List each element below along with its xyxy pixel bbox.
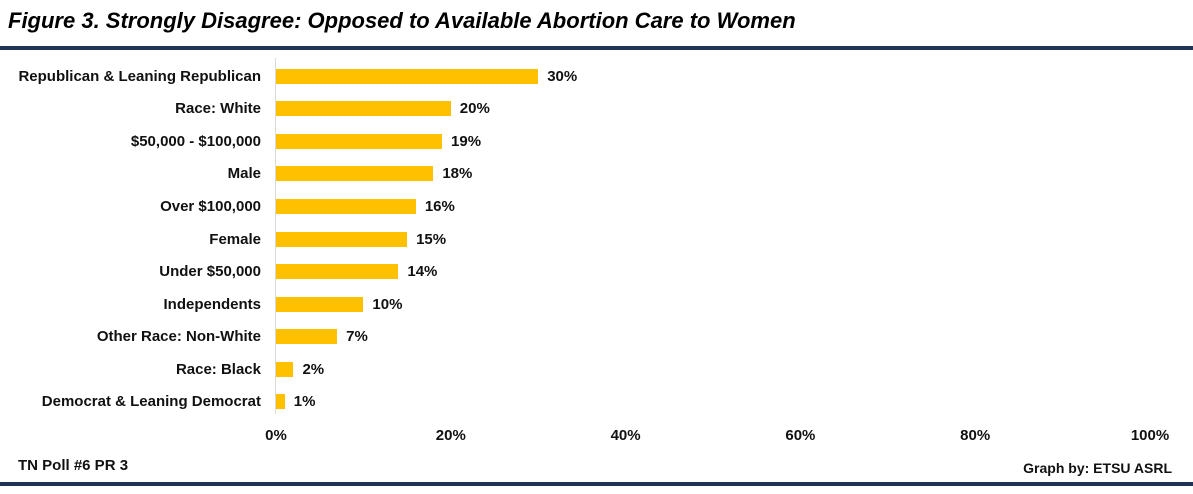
- title-underline: [0, 46, 1193, 50]
- chart-title: Figure 3. Strongly Disagree: Opposed to …: [8, 8, 796, 33]
- bar-track: 19%: [276, 125, 1193, 158]
- category-label: Democrat & Leaning Democrat: [41, 393, 261, 411]
- source-note: TN Poll #6 PR 3: [18, 457, 129, 474]
- category-label: Under $50,000: [159, 263, 261, 281]
- chart-row: Republican & Leaning Republican 30%: [0, 60, 1193, 93]
- category-label: Republican & Leaning Republican: [18, 67, 261, 85]
- category-label: $50,000 - $100,000: [130, 132, 261, 150]
- chart-rows: Republican & Leaning Republican 30% Race: …: [0, 60, 1193, 418]
- category-label: Independents: [163, 295, 261, 313]
- bar: [276, 264, 399, 280]
- data-label: 16%: [424, 197, 455, 215]
- chart-row: Race: White 20%: [0, 93, 1193, 126]
- bar-track: 14%: [276, 255, 1193, 288]
- chart-row: $50,000 - $100,000 19%: [0, 125, 1193, 158]
- data-label: 14%: [407, 263, 438, 281]
- x-axis-ticks: 0% 20% 40% 60% 80% 100%: [0, 427, 1193, 447]
- chart-row: Race: Black 2%: [0, 353, 1193, 386]
- bar: [276, 361, 294, 377]
- data-label: 7%: [346, 328, 368, 346]
- bar: [276, 101, 451, 117]
- data-label: 15%: [416, 230, 447, 248]
- bar: [276, 68, 539, 84]
- bar: [276, 394, 285, 410]
- data-label: 10%: [372, 295, 403, 313]
- chart-row: Under $50,000 14%: [0, 255, 1193, 288]
- bar-track: 1%: [276, 385, 1193, 418]
- bar-track: 20%: [276, 93, 1193, 126]
- x-tick-label: 60%: [785, 427, 816, 444]
- x-tick-label: 40%: [610, 427, 641, 444]
- bar-track: 16%: [276, 190, 1193, 223]
- bar: [276, 329, 338, 345]
- chart-row: Female 15%: [0, 223, 1193, 256]
- chart-row: Male 18%: [0, 158, 1193, 191]
- category-label: Other Race: Non-White: [96, 328, 261, 346]
- data-label: 1%: [293, 393, 316, 411]
- data-label: 30%: [547, 67, 578, 85]
- bar-track: 18%: [276, 158, 1193, 191]
- bottom-border-line: [0, 482, 1193, 486]
- bar-track: 15%: [276, 223, 1193, 256]
- category-label: Race: Black: [175, 360, 261, 378]
- bar-track: 7%: [276, 320, 1193, 353]
- x-tick-label: 0%: [265, 427, 287, 444]
- data-label: 18%: [442, 165, 473, 183]
- credit-note: Graph by: ETSU ASRL: [1023, 460, 1172, 476]
- chart-row: Independents 10%: [0, 288, 1193, 321]
- data-label: 19%: [451, 132, 482, 150]
- category-label: Over $100,000: [160, 197, 261, 215]
- chart-row: Democrat & Leaning Democrat 1%: [0, 385, 1193, 418]
- bar: [276, 296, 364, 312]
- bar: [276, 133, 443, 149]
- x-tick-label: 80%: [960, 427, 991, 444]
- x-tick-label: 100%: [1130, 427, 1170, 444]
- category-label: Female: [209, 230, 261, 248]
- bar-track: 2%: [276, 353, 1193, 386]
- y-axis-line: [275, 58, 276, 414]
- category-label: Race: White: [175, 100, 261, 118]
- chart-row: Other Race: Non-White 7%: [0, 320, 1193, 353]
- category-label: Male: [227, 165, 261, 183]
- chart-row: Over $100,000 16%: [0, 190, 1193, 223]
- data-label: 2%: [302, 360, 325, 378]
- bar: [276, 198, 416, 214]
- x-tick-label: 20%: [435, 427, 466, 444]
- bar-track: 10%: [276, 288, 1193, 321]
- bar: [276, 231, 408, 247]
- bar-track: 30%: [276, 60, 1193, 93]
- bar: [276, 166, 434, 182]
- data-label: 20%: [459, 100, 490, 118]
